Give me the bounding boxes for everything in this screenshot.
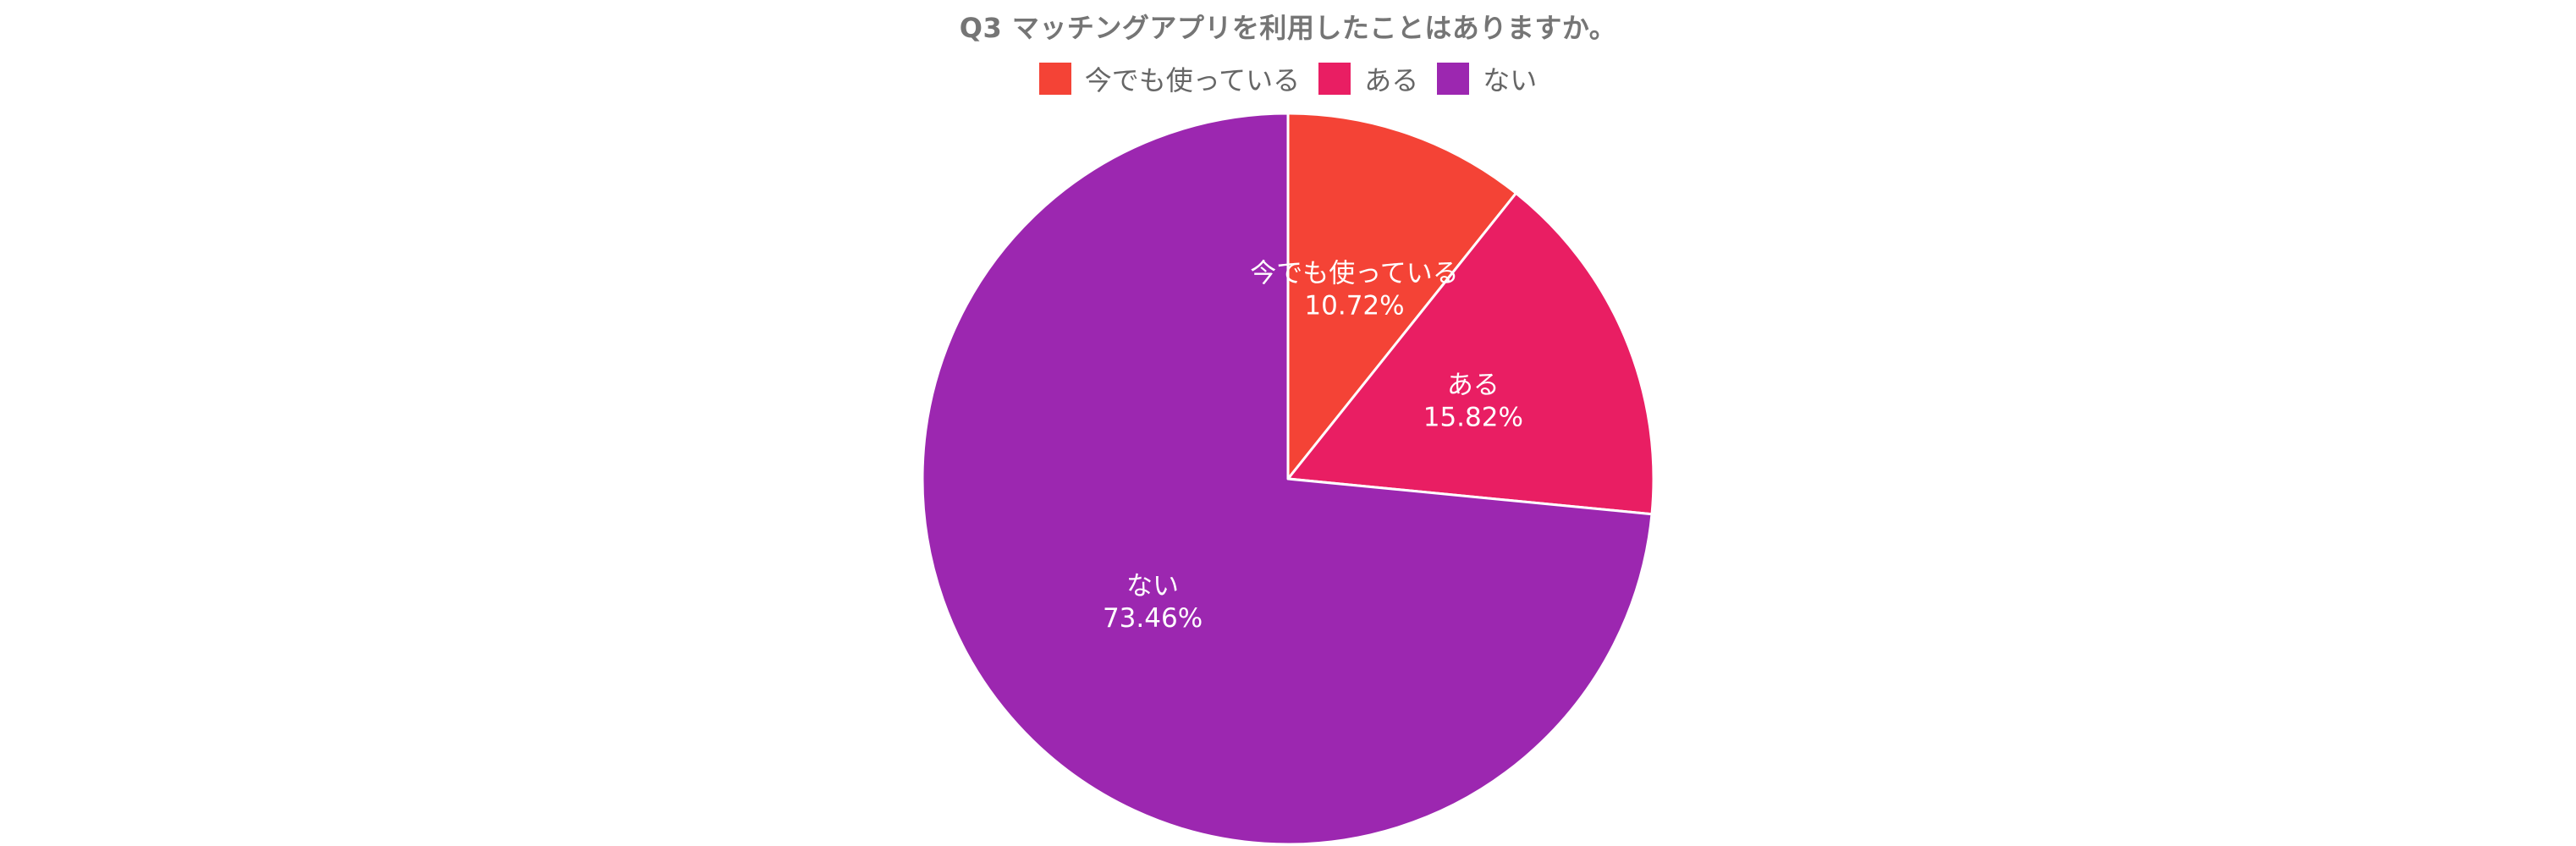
legend-label-no: ない <box>1483 64 1538 96</box>
pie-labels: 今でも使っている 10.72% ある 15.82% ない 73.46% <box>1103 259 1523 634</box>
slice-label-value: 15.82% <box>1423 402 1523 432</box>
slice-label-name: ある <box>1447 370 1500 400</box>
legend-label-yes: ある <box>1364 64 1419 96</box>
legend-swatch-no <box>1437 63 1470 95</box>
pie-slice-current[interactable] <box>1286 112 1517 481</box>
pie-slice-no[interactable] <box>921 112 1654 846</box>
pie-slice-yes[interactable] <box>1286 191 1655 516</box>
legend-item-no[interactable]: ない <box>1437 59 1537 98</box>
slice-label-current: 今でも使っている 10.72% <box>1250 259 1458 321</box>
slice-label-name: ない <box>1126 571 1179 602</box>
legend-swatch-yes <box>1318 63 1351 95</box>
legend-item-current[interactable]: 今でも使っている <box>1038 59 1301 98</box>
legend-label-current: 今でも使っている <box>1084 64 1301 96</box>
pie-slices <box>921 112 1655 846</box>
slice-label-value: 10.72% <box>1304 291 1404 321</box>
slice-label-yes: ある 15.82% <box>1423 370 1523 432</box>
slice-label-no: ない 73.46% <box>1103 571 1203 634</box>
slice-label-value: 73.46% <box>1103 603 1203 634</box>
slice-label-name: 今でも使っている <box>1250 259 1458 289</box>
legend-item-yes[interactable]: ある <box>1318 59 1418 98</box>
chart-legend: 今でも使っている ある ない <box>0 59 2576 98</box>
legend-swatch-current <box>1038 63 1071 95</box>
chart-title: Q3 マッチングアプリを利用したことはありますか。 <box>959 12 1617 44</box>
